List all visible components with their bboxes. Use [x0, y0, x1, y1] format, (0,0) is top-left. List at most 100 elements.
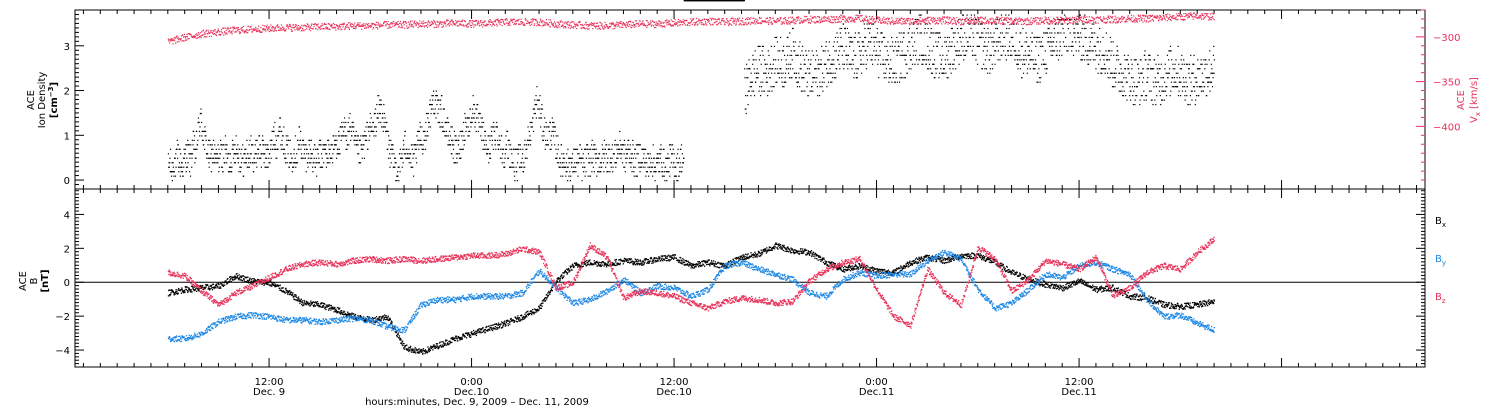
- ion-density-point: [369, 112, 371, 115]
- velocity-point: [306, 23, 308, 25]
- ion-density-point: [1191, 90, 1193, 92]
- ion-density-point: [814, 77, 816, 79]
- velocity-point: [365, 23, 367, 25]
- ion-density-point: [343, 117, 346, 119]
- ion-density-point: [1031, 41, 1034, 43]
- velocity-point: [500, 21, 502, 23]
- velocity-point: [197, 34, 199, 36]
- ion-density-point: [567, 180, 569, 182]
- ion-density-point: [571, 157, 573, 159]
- ion-density-point: [829, 54, 831, 56]
- ion-density-point: [906, 45, 909, 47]
- ion-density-point: [508, 144, 510, 146]
- ion-density-point: [793, 45, 795, 47]
- ion-density-point: [193, 135, 196, 137]
- ion-density-point: [351, 135, 353, 137]
- ion-density-point: [665, 157, 667, 159]
- velocity-point: [706, 24, 708, 26]
- ion-density-point: [850, 36, 853, 39]
- velocity-point: [375, 21, 377, 23]
- velocity-point: [659, 23, 661, 25]
- ion-density-point: [214, 144, 216, 146]
- ion-density-point: [857, 68, 859, 70]
- ion-density-point: [552, 130, 554, 133]
- ion-density-point: [248, 144, 250, 146]
- ion-density-point: [168, 166, 170, 168]
- ion-density-point: [1064, 14, 1066, 16]
- ion-density-point: [315, 157, 317, 159]
- ion-density-point: [629, 157, 631, 159]
- ion-density-point: [1155, 86, 1157, 88]
- ion-density-point: [938, 72, 941, 74]
- ion-density-point: [869, 27, 871, 30]
- ion-density-point: [247, 166, 249, 168]
- ion-density-point: [577, 153, 579, 155]
- ion-density-point: [432, 90, 435, 92]
- ion-density-point: [805, 72, 807, 74]
- velocity-point: [726, 20, 728, 22]
- velocity-point: [357, 23, 359, 25]
- ion-density-point: [343, 130, 345, 133]
- velocity-point: [502, 19, 504, 21]
- ion-density-point: [363, 135, 365, 137]
- ion-density-point: [224, 148, 226, 150]
- ion-density-point: [458, 135, 460, 137]
- velocity-point: [599, 28, 602, 30]
- ion-density-point: [200, 121, 203, 124]
- ion-density-point: [1185, 77, 1187, 79]
- velocity-point: [244, 29, 246, 32]
- velocity-point: [630, 24, 632, 26]
- ion-density-point: [898, 45, 900, 47]
- ion-density-point: [200, 112, 202, 115]
- ion-density-point: [362, 135, 364, 137]
- velocity-point: [628, 21, 630, 23]
- ion-density-point: [371, 130, 374, 133]
- ion-density-point: [1080, 59, 1083, 61]
- ion-density-point: [1097, 72, 1099, 74]
- ion-density-point: [899, 41, 902, 43]
- ion-density-point: [808, 68, 811, 70]
- ion-density-point: [557, 135, 559, 137]
- ion-density-point: [246, 139, 248, 141]
- velocity-point: [358, 25, 360, 27]
- ion-density-point: [181, 166, 183, 168]
- ion-density-point: [370, 117, 372, 119]
- ion-density-point: [1158, 90, 1161, 92]
- ion-density-point: [772, 68, 774, 70]
- ion-density-point: [815, 50, 818, 52]
- ion-density-point: [897, 41, 899, 43]
- velocity-point: [351, 26, 353, 28]
- ion-density-point: [1027, 45, 1029, 47]
- ion-density-point: [872, 36, 874, 39]
- ion-density-point: [178, 162, 181, 164]
- ion-density-point: [641, 162, 644, 164]
- ion-density-point: [366, 121, 368, 124]
- ion-density-point: [754, 50, 756, 52]
- ion-density-point: [626, 148, 628, 150]
- ion-density-point: [875, 36, 877, 39]
- ion-density-point: [1172, 63, 1174, 65]
- ion-density-point: [1088, 59, 1090, 61]
- velocity-point: [632, 21, 634, 24]
- ion-density-point: [859, 36, 861, 39]
- ion-density-point: [1083, 23, 1085, 25]
- ion-density-point: [1206, 77, 1208, 79]
- velocity-point: [414, 20, 416, 22]
- velocity-point: [594, 26, 596, 28]
- ion-density-point: [1019, 54, 1021, 56]
- ion-density-point: [987, 32, 989, 34]
- velocity-point: [319, 28, 321, 30]
- ion-density-point: [955, 68, 957, 70]
- ion-density-point: [434, 108, 436, 110]
- ion-density-point: [573, 148, 575, 150]
- ion-density-point: [1051, 50, 1053, 52]
- ion-density-point: [391, 148, 393, 150]
- ion-density-point: [1045, 72, 1047, 74]
- ion-density-point: [798, 72, 800, 74]
- ion-density-point: [664, 171, 666, 173]
- velocity-point: [522, 23, 524, 26]
- velocity-point: [686, 19, 688, 21]
- ion-density-point: [437, 112, 439, 115]
- ion-density-point: [791, 54, 793, 56]
- ion-density-point: [335, 144, 337, 146]
